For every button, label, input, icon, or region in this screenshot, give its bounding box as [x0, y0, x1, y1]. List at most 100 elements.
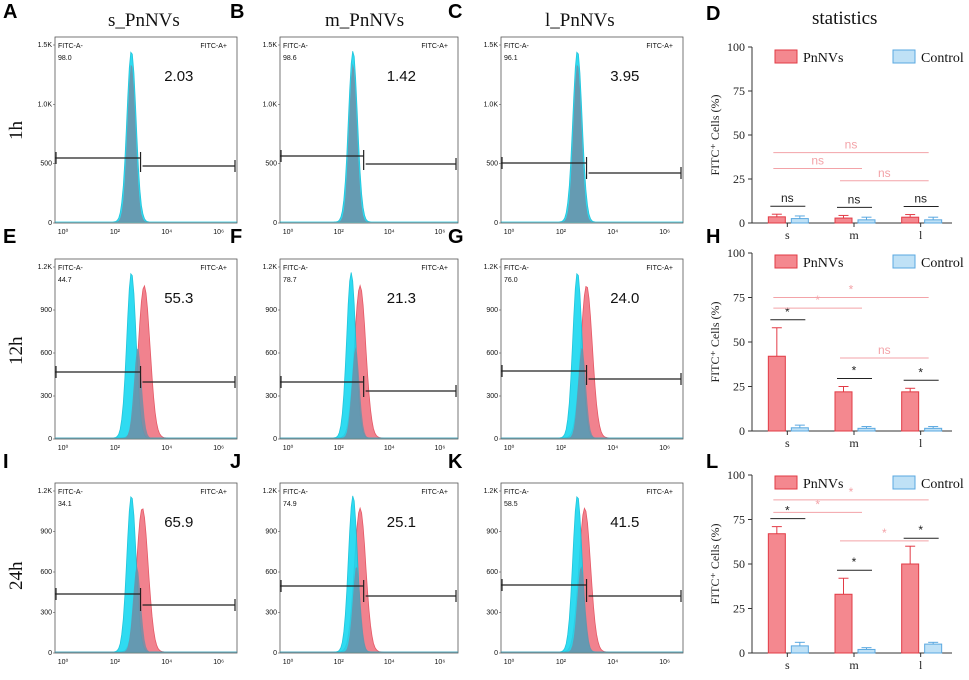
significance-label-faint: ns — [878, 166, 891, 180]
flow-xtick-label: 10⁰ — [504, 444, 515, 452]
panel-label-K: K — [448, 451, 463, 473]
y-tick-label: 25 — [733, 380, 745, 394]
flow-xtick-label: 10⁶ — [435, 445, 446, 452]
x-tick-label: s — [785, 228, 790, 242]
gate-pos-percent: 55.3 — [164, 290, 193, 307]
flow-ytick-label: 1.2K — [484, 488, 499, 495]
y-tick-label: 0 — [739, 424, 745, 438]
flow-xtick-label: 10² — [110, 229, 121, 236]
flow-ytick-label: 600 — [265, 350, 277, 357]
flow-panel-K: 1.2K 900 600 300 0 10⁰ 10² 10⁴ 10⁶ FITC-A- 58.5 FIT… — [484, 482, 684, 666]
x-tick-label: l — [919, 228, 923, 242]
histogram-control — [55, 51, 237, 223]
y-tick-label: 0 — [739, 646, 745, 660]
flow-ytick-label: 600 — [40, 350, 52, 357]
y-axis-label: FITC⁺ Cells (%) — [708, 524, 722, 605]
panel-label-F: F — [230, 226, 242, 248]
flow-panel-G: 1.2K 900 600 300 0 10⁰ 10² 10⁴ 10⁶ FITC-A- 76.0 FIT… — [484, 258, 684, 452]
bar-pnnvs-l — [901, 216, 920, 224]
histogram-control — [501, 51, 683, 223]
gate-neg-label: FITC-A- — [504, 43, 530, 50]
flow-xtick-label: 10⁰ — [504, 658, 515, 666]
flow-xtick-label: 10⁰ — [283, 228, 294, 236]
gate-neg-label: FITC-A- — [58, 265, 84, 272]
significance-label-faint: ns — [811, 153, 824, 167]
gate-pos-label: FITC-A+ — [200, 43, 227, 50]
gate-pos-label: FITC-A+ — [646, 43, 673, 50]
flow-ytick-label: 0 — [273, 650, 277, 657]
bar-control-l — [924, 427, 943, 432]
flow-xtick-label: 10⁰ — [283, 658, 294, 666]
panel-label-D: D — [706, 3, 720, 25]
bar-control-s — [790, 218, 809, 224]
gate-neg-percent: 74.9 — [283, 501, 297, 508]
legend-label-pnnvs: PnNVs — [803, 256, 843, 271]
flow-ytick-label: 1.2K — [38, 264, 53, 271]
y-axis-label: FITC⁺ Cells (%) — [708, 95, 722, 176]
gate-neg-percent: 78.7 — [283, 277, 297, 284]
bar-control-s — [790, 645, 809, 654]
row-title-24h: 24h — [6, 561, 27, 590]
flow-plot-frame — [500, 36, 684, 224]
y-axis-label: FITC⁺ Cells (%) — [708, 302, 722, 383]
flow-ytick-label: 1.0K — [484, 101, 499, 108]
gate-pos-percent: 65.9 — [164, 514, 193, 531]
significance-label: ns — [914, 192, 927, 206]
gate-pos-percent: 2.03 — [164, 68, 193, 85]
gate-neg-label: FITC-A- — [58, 489, 84, 496]
gate-neg-percent: 44.7 — [58, 277, 72, 284]
significance-label: * — [852, 555, 857, 569]
flow-xtick-label: 10⁰ — [58, 444, 69, 452]
flow-xtick-label: 10² — [110, 659, 121, 666]
flow-xtick-label: 10⁴ — [384, 445, 395, 452]
legend-label-pnnvs: PnNVs — [803, 51, 843, 66]
gate-pos-percent: 3.95 — [610, 68, 639, 85]
significance-label: * — [785, 305, 790, 319]
gate-neg-percent: 76.0 — [504, 277, 518, 284]
x-tick-label: l — [919, 436, 923, 450]
flow-ytick-label: 300 — [40, 393, 52, 400]
flow-xtick-label: 10² — [556, 229, 567, 236]
significance-label: * — [918, 523, 923, 537]
gate-pos-percent: 21.3 — [387, 290, 416, 307]
gate-neg-percent: 34.1 — [58, 501, 72, 508]
panel-label-E: E — [3, 226, 16, 248]
flow-xtick-label: 10⁰ — [58, 658, 69, 666]
legend-swatch-control — [892, 254, 916, 269]
significance-label: ns — [781, 191, 794, 205]
flow-ytick-label: 300 — [40, 610, 52, 617]
legend-label-control: Control — [921, 256, 964, 271]
flow-ytick-label: 900 — [486, 529, 498, 536]
flow-xtick-label: 10⁶ — [659, 445, 670, 452]
y-tick-label: 75 — [733, 513, 745, 527]
bar-control-l — [924, 643, 943, 654]
flow-ytick-label: 0 — [273, 220, 277, 227]
flow-xtick-label: 10⁶ — [659, 229, 670, 236]
flow-xtick-label: 10⁰ — [58, 228, 69, 236]
flow-ytick-label: 900 — [265, 529, 277, 536]
bar-pnnvs-s — [767, 533, 786, 654]
y-tick-label: 100 — [727, 246, 745, 260]
flow-xtick-label: 10² — [556, 659, 567, 666]
flow-panel-F: 1.2K 900 600 300 0 10⁰ 10² 10⁴ 10⁶ FITC-A- 78.7 FIT… — [263, 258, 459, 452]
flow-panel-E: 1.2K 900 600 300 0 10⁰ 10² 10⁴ 10⁶ FITC-A- 44.7 FIT… — [38, 258, 238, 452]
gate-neg-label: FITC-A- — [283, 43, 309, 50]
flow-ytick-label: 600 — [265, 569, 277, 576]
legend-label-control: Control — [921, 477, 964, 492]
flow-panel-A: 1.5K 1.0K 500 0 10⁰ 10² 10⁴ 10⁶ FITC-A- 98.0 FITC-… — [38, 36, 238, 236]
column-title-s: s_PnNVs — [108, 10, 180, 31]
panel-label-C: C — [448, 1, 462, 23]
flow-ytick-label: 500 — [40, 161, 52, 168]
gate-neg-label: FITC-A- — [504, 265, 530, 272]
flow-panel-I: 1.2K 900 600 300 0 10⁰ 10² 10⁴ 10⁶ FITC-A- 34.1 FIT… — [38, 482, 238, 666]
flow-ytick-label: 1.5K — [263, 42, 278, 49]
flow-ytick-label: 1.2K — [263, 264, 278, 271]
bar-pnnvs-m — [834, 593, 853, 654]
y-tick-label: 100 — [727, 468, 745, 482]
significance-label-faint: ns — [845, 138, 858, 152]
bar-pnnvs-l — [901, 391, 920, 432]
flow-plot-frame — [279, 36, 459, 224]
flow-xtick-label: 10² — [334, 445, 345, 452]
flow-xtick-label: 10⁴ — [161, 229, 172, 236]
